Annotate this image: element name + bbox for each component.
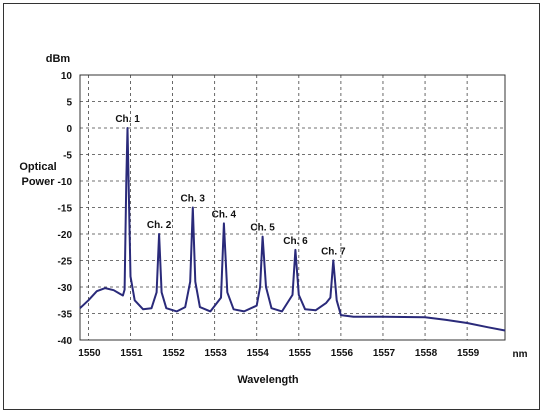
y-tick-label: -25 [58, 257, 73, 268]
x-tick-label: 1551 [120, 348, 143, 359]
plot-area [79, 74, 506, 341]
x-tick-label: 1559 [457, 348, 480, 359]
chart-frame [3, 3, 540, 410]
channel-label: Ch. 1 [115, 114, 140, 125]
x-tick-label: 1555 [289, 348, 312, 359]
x-tick-label: 1556 [331, 348, 354, 359]
y-tick-label: -35 [58, 310, 73, 321]
channel-label: Ch. 4 [212, 209, 237, 220]
channel-label: Ch. 5 [250, 223, 275, 234]
channel-label: Ch. 6 [283, 236, 308, 247]
tick-labels: 1550 1551 1552 1553 1554 1555 1556 1557 1558 1559… [58, 71, 480, 359]
x-tick-label: 1553 [205, 348, 228, 359]
x-tick-label: 1557 [373, 348, 396, 359]
channel-label: Ch. 3 [181, 194, 206, 205]
y-axis-title-line-2: Power [21, 176, 55, 188]
y-tick-label: 0 [66, 124, 72, 135]
x-tick-label: 1550 [78, 348, 101, 359]
y-tick-label: -20 [58, 230, 73, 241]
grid [80, 75, 505, 340]
channel-label: Ch. 2 [147, 220, 172, 231]
x-tick-label: 1558 [415, 348, 438, 359]
y-tick-label: 10 [61, 71, 73, 82]
y-unit-label: dBm [46, 53, 71, 65]
channel-label: Ch. 7 [321, 247, 346, 258]
y-tick-label: -15 [58, 204, 73, 215]
y-tick-label: 5 [66, 98, 72, 109]
x-axis-title: Wavelength [237, 374, 299, 386]
x-tick-label: 1552 [162, 348, 185, 359]
y-tick-label: -10 [58, 177, 73, 188]
y-tick-label: -5 [63, 151, 72, 162]
channel-labels: Ch. 1 Ch. 2 Ch. 3 Ch. 4 Ch. 5 Ch. 6 Ch. 7 [115, 114, 346, 258]
y-tick-label: -30 [58, 283, 73, 294]
y-axis-title-line-1: Optical [19, 161, 56, 173]
x-unit-label: nm [513, 349, 528, 360]
series-line [79, 127, 506, 332]
y-tick-label: -40 [58, 336, 73, 347]
x-tick-label: 1554 [247, 348, 270, 359]
